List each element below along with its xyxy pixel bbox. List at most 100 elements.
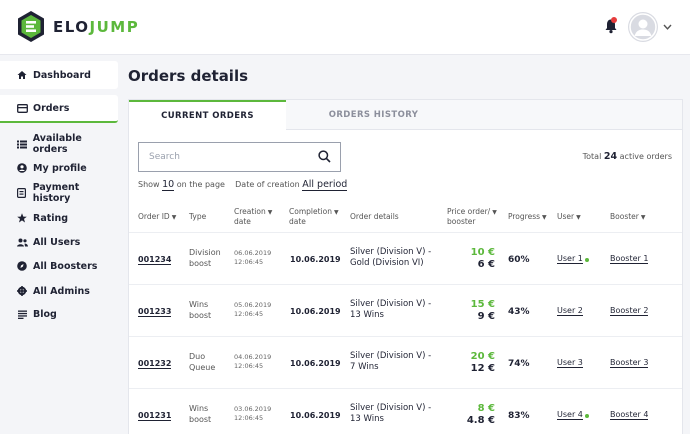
col-header-progress[interactable]: Progress ▼ — [508, 212, 547, 221]
creation-date: 05.06.2019 12:06:45 — [234, 301, 272, 318]
tab-orders-history[interactable]: ORDERS HISTORY — [328, 110, 419, 120]
col-header-order-details: Order details — [350, 212, 399, 221]
date-period-select[interactable]: All period — [302, 179, 348, 191]
order-id-link[interactable]: 001234 — [138, 255, 172, 265]
sidebar-item-all-boosters[interactable]: All Boosters — [0, 252, 118, 280]
sidebar-item-blog[interactable]: Blog — [0, 300, 118, 328]
order-price: 15 € — [470, 299, 495, 310]
orders-panel: CURRENT ORDERS ORDERS HISTORY Total 24 a… — [128, 99, 683, 434]
col-header-price[interactable]: Price order/▼ booster — [447, 207, 497, 226]
col-header-user[interactable]: User ▼ — [557, 212, 581, 221]
sidebar-item-label: Rating — [33, 212, 69, 224]
sidebar-item-label: Blog — [33, 308, 57, 320]
star-icon — [16, 212, 28, 224]
search-icon[interactable] — [318, 150, 331, 163]
page-title: Orders details — [128, 67, 249, 85]
order-price: 20 € — [470, 351, 495, 362]
sidebar-item-my-profile[interactable]: My profile — [0, 154, 118, 182]
table-row[interactable]: 001233 Wins boost 05.06.2019 12:06:45 10.0… — [129, 284, 682, 336]
sort-icon: ▼ — [333, 209, 339, 216]
user-link[interactable]: User 3 — [557, 358, 583, 368]
progress: 83% — [508, 411, 530, 421]
tab-bar: CURRENT ORDERS ORDERS HISTORY — [129, 100, 682, 130]
user-link[interactable]: User 4 — [557, 410, 583, 420]
sidebar-item-orders[interactable]: Orders — [0, 95, 118, 123]
sort-icon: ▼ — [492, 209, 497, 216]
page-size-select[interactable]: 10 — [162, 179, 175, 191]
order-type: Wins boost — [189, 404, 212, 424]
total-count: 24 — [603, 151, 618, 162]
search-input[interactable] — [138, 142, 341, 172]
order-type: Wins boost — [189, 300, 212, 320]
online-status-dot — [585, 414, 589, 418]
sidebar-item-label: My profile — [33, 162, 87, 174]
sidebar-item-label: Available orders — [32, 133, 82, 155]
sort-icon: ▼ — [640, 214, 646, 221]
col-header-creation-date[interactable]: Creation ▼ date — [234, 207, 273, 226]
order-details: Silver (Division V) - Gold (Division VI) — [350, 247, 432, 268]
order-type: Duo Queue — [189, 352, 216, 372]
col-header-order-id[interactable]: Order ID ▼ — [138, 212, 177, 221]
completion-date: 10.06.2019 — [290, 411, 341, 420]
booster-link[interactable]: Booster 2 — [610, 306, 649, 316]
avatar-icon — [629, 13, 657, 41]
user-link[interactable]: User 2 — [557, 306, 583, 316]
table-row[interactable]: 001232 Duo Queue 04.06.2019 12:06:45 10.06… — [129, 336, 682, 388]
show-suffix: on the page — [176, 180, 225, 189]
chevron-down-icon[interactable] — [663, 22, 672, 33]
booster-link[interactable]: Booster 1 — [610, 254, 649, 264]
sidebar-item-label: Orders — [33, 102, 70, 114]
booster-price: 12 € — [470, 363, 495, 374]
order-details: Silver (Division V) -7 Wins — [350, 351, 432, 372]
top-bar: ELOJUMP — [0, 0, 690, 55]
sidebar: Dashboard Orders Available orders My pro… — [0, 56, 118, 434]
profile-icon — [16, 162, 28, 174]
orders-icon — [16, 102, 28, 114]
order-id-link[interactable]: 001232 — [138, 359, 172, 369]
price: 10 €6 € — [447, 247, 495, 271]
user-avatar[interactable] — [628, 12, 658, 42]
sidebar-item-label: All Boosters — [33, 260, 98, 272]
sidebar-item-label: All Admins — [33, 285, 90, 297]
blog-icon — [16, 308, 28, 320]
total-suffix: active orders — [619, 152, 672, 161]
order-details: Silver (Division V) -13 Wins — [350, 299, 432, 320]
col-header-booster[interactable]: Booster ▼ — [610, 212, 646, 221]
user-link[interactable]: User 1 — [557, 254, 583, 264]
sidebar-item-dashboard[interactable]: Dashboard — [0, 61, 118, 89]
booster-link[interactable]: Booster 4 — [610, 410, 649, 420]
completion-date: 10.06.2019 — [290, 255, 341, 264]
price: 15 €9 € — [447, 299, 495, 323]
order-id-link[interactable]: 001233 — [138, 307, 172, 317]
order-id-link[interactable]: 001231 — [138, 411, 172, 421]
sidebar-item-available-orders[interactable]: Available orders — [0, 130, 118, 158]
creation-date: 04.06.2019 12:06:45 — [234, 353, 272, 370]
brand-logo[interactable]: ELOJUMP — [16, 10, 139, 43]
sort-icon: ▼ — [267, 209, 273, 216]
progress: 74% — [508, 359, 530, 369]
booster-link[interactable]: Booster 3 — [610, 358, 649, 368]
sidebar-item-all-users[interactable]: All Users — [0, 228, 118, 256]
progress: 43% — [508, 307, 530, 317]
tab-current-orders[interactable]: CURRENT ORDERS — [129, 100, 286, 130]
sidebar-item-payment-history[interactable]: Payment history — [0, 179, 118, 207]
total-prefix: Total — [582, 152, 602, 161]
col-header-completion-date[interactable]: Completion ▼ date — [289, 207, 339, 226]
sidebar-item-all-admins[interactable]: All Admins — [0, 277, 118, 305]
order-price: 10 € — [470, 247, 495, 258]
users-icon — [16, 236, 28, 248]
show-prefix: Show — [138, 180, 160, 189]
filter-bar: Show 10 on the page Date of creation All… — [138, 179, 348, 191]
booster-price: 9 € — [477, 311, 495, 322]
payment-icon — [16, 187, 28, 199]
table-row[interactable]: 001231 Wins boost 03.06.2019 12:06:45 10.0… — [129, 388, 682, 434]
sidebar-item-rating[interactable]: Rating — [0, 204, 118, 232]
table-row[interactable]: 001234 Division boost 06.06.2019 12:06:45 … — [129, 232, 682, 284]
completion-date: 10.06.2019 — [290, 359, 341, 368]
boosters-icon — [16, 260, 28, 272]
col-header-type: Type — [189, 212, 207, 221]
sidebar-item-label: Payment history — [32, 182, 80, 204]
logo-icon — [18, 11, 44, 42]
price: 20 €12 € — [447, 351, 495, 375]
order-type: Division boost — [189, 248, 221, 268]
